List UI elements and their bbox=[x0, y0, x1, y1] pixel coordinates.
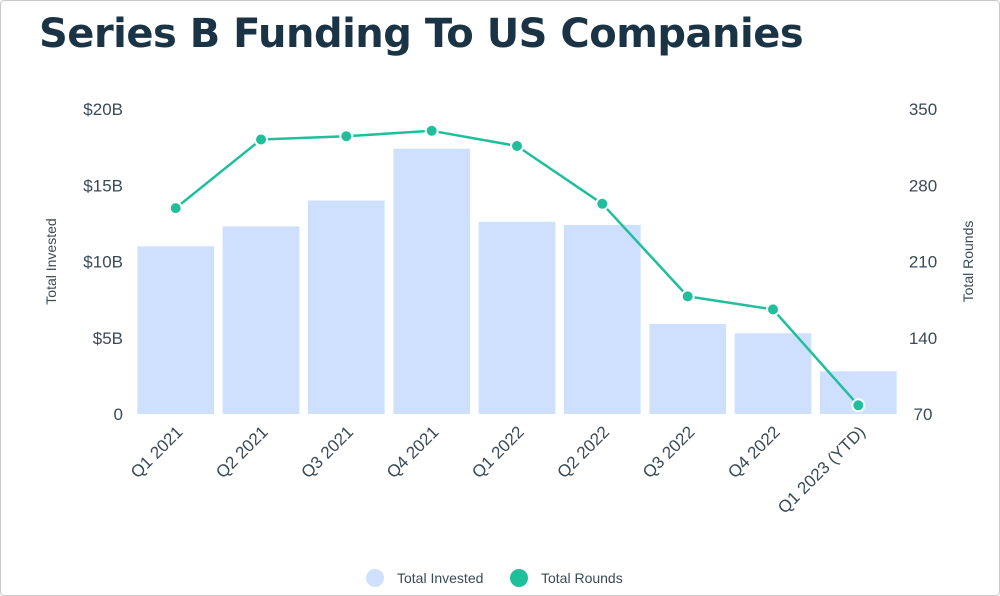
right-tick-label: 70 bbox=[914, 405, 933, 424]
x-tick-label: Q2 2021 bbox=[212, 422, 272, 482]
bar-4 bbox=[393, 148, 471, 414]
left-tick-label: $15B bbox=[83, 176, 123, 195]
x-axis-ticks: Q1 2021 Q2 2021 Q3 2021 Q4 2021 Q1 2022 Q2 20… bbox=[127, 422, 869, 517]
bar-8 bbox=[734, 333, 812, 414]
x-tick-label: Q3 2021 bbox=[298, 422, 358, 482]
bar-series-total-invested bbox=[137, 148, 897, 415]
right-tick-label: 280 bbox=[909, 176, 937, 195]
right-tick-label: 350 bbox=[909, 100, 937, 119]
point-6 bbox=[595, 196, 610, 211]
x-tick-label: Q1 2022 bbox=[468, 422, 528, 482]
x-tick-label: Q4 2021 bbox=[383, 422, 443, 482]
legend-label-2: Total Rounds bbox=[541, 570, 623, 586]
x-tick-label: Q4 2022 bbox=[724, 422, 784, 482]
right-axis-ticks: 70 140 210 280 350 bbox=[909, 100, 937, 424]
legend-marker-2 bbox=[510, 569, 528, 587]
point-8 bbox=[766, 302, 780, 317]
point-4 bbox=[424, 123, 439, 138]
point-2 bbox=[254, 132, 268, 147]
x-tick-label: Q3 2022 bbox=[639, 422, 699, 482]
bar-5 bbox=[478, 221, 556, 414]
x-tick-label: Q1 2021 bbox=[127, 422, 187, 482]
bar-1 bbox=[137, 246, 215, 415]
x-tick-label: Q2 2022 bbox=[554, 422, 614, 482]
x-tick-label: Q1 2023 (YTD) bbox=[774, 422, 869, 517]
legend-marker-1 bbox=[366, 569, 384, 587]
point-9 bbox=[851, 398, 866, 413]
left-tick-label: $20B bbox=[83, 100, 123, 119]
bar-7 bbox=[649, 324, 727, 414]
left-tick-label: $10B bbox=[83, 253, 123, 272]
point-1 bbox=[168, 201, 183, 216]
right-axis-title: Total Rounds bbox=[960, 221, 976, 303]
bar-2 bbox=[222, 226, 300, 414]
right-tick-label: 210 bbox=[909, 253, 937, 272]
point-3 bbox=[339, 129, 354, 144]
left-axis-ticks: 0 $5B $10B $15B $20B bbox=[83, 100, 123, 424]
left-axis-title: Total Invested bbox=[43, 218, 59, 304]
legend[interactable]: Total Invested Total Rounds bbox=[366, 569, 623, 587]
bar-3 bbox=[307, 200, 385, 414]
line-series-total-rounds bbox=[168, 123, 866, 413]
chart-title: Series B Funding To US Companies bbox=[39, 11, 804, 57]
point-5 bbox=[510, 139, 524, 153]
point-7 bbox=[680, 289, 695, 304]
left-tick-label: 0 bbox=[114, 405, 123, 424]
legend-label-1: Total Invested bbox=[397, 570, 483, 586]
left-tick-label: $5B bbox=[93, 329, 123, 348]
right-tick-label: 140 bbox=[909, 329, 937, 348]
bar-6 bbox=[563, 224, 641, 414]
